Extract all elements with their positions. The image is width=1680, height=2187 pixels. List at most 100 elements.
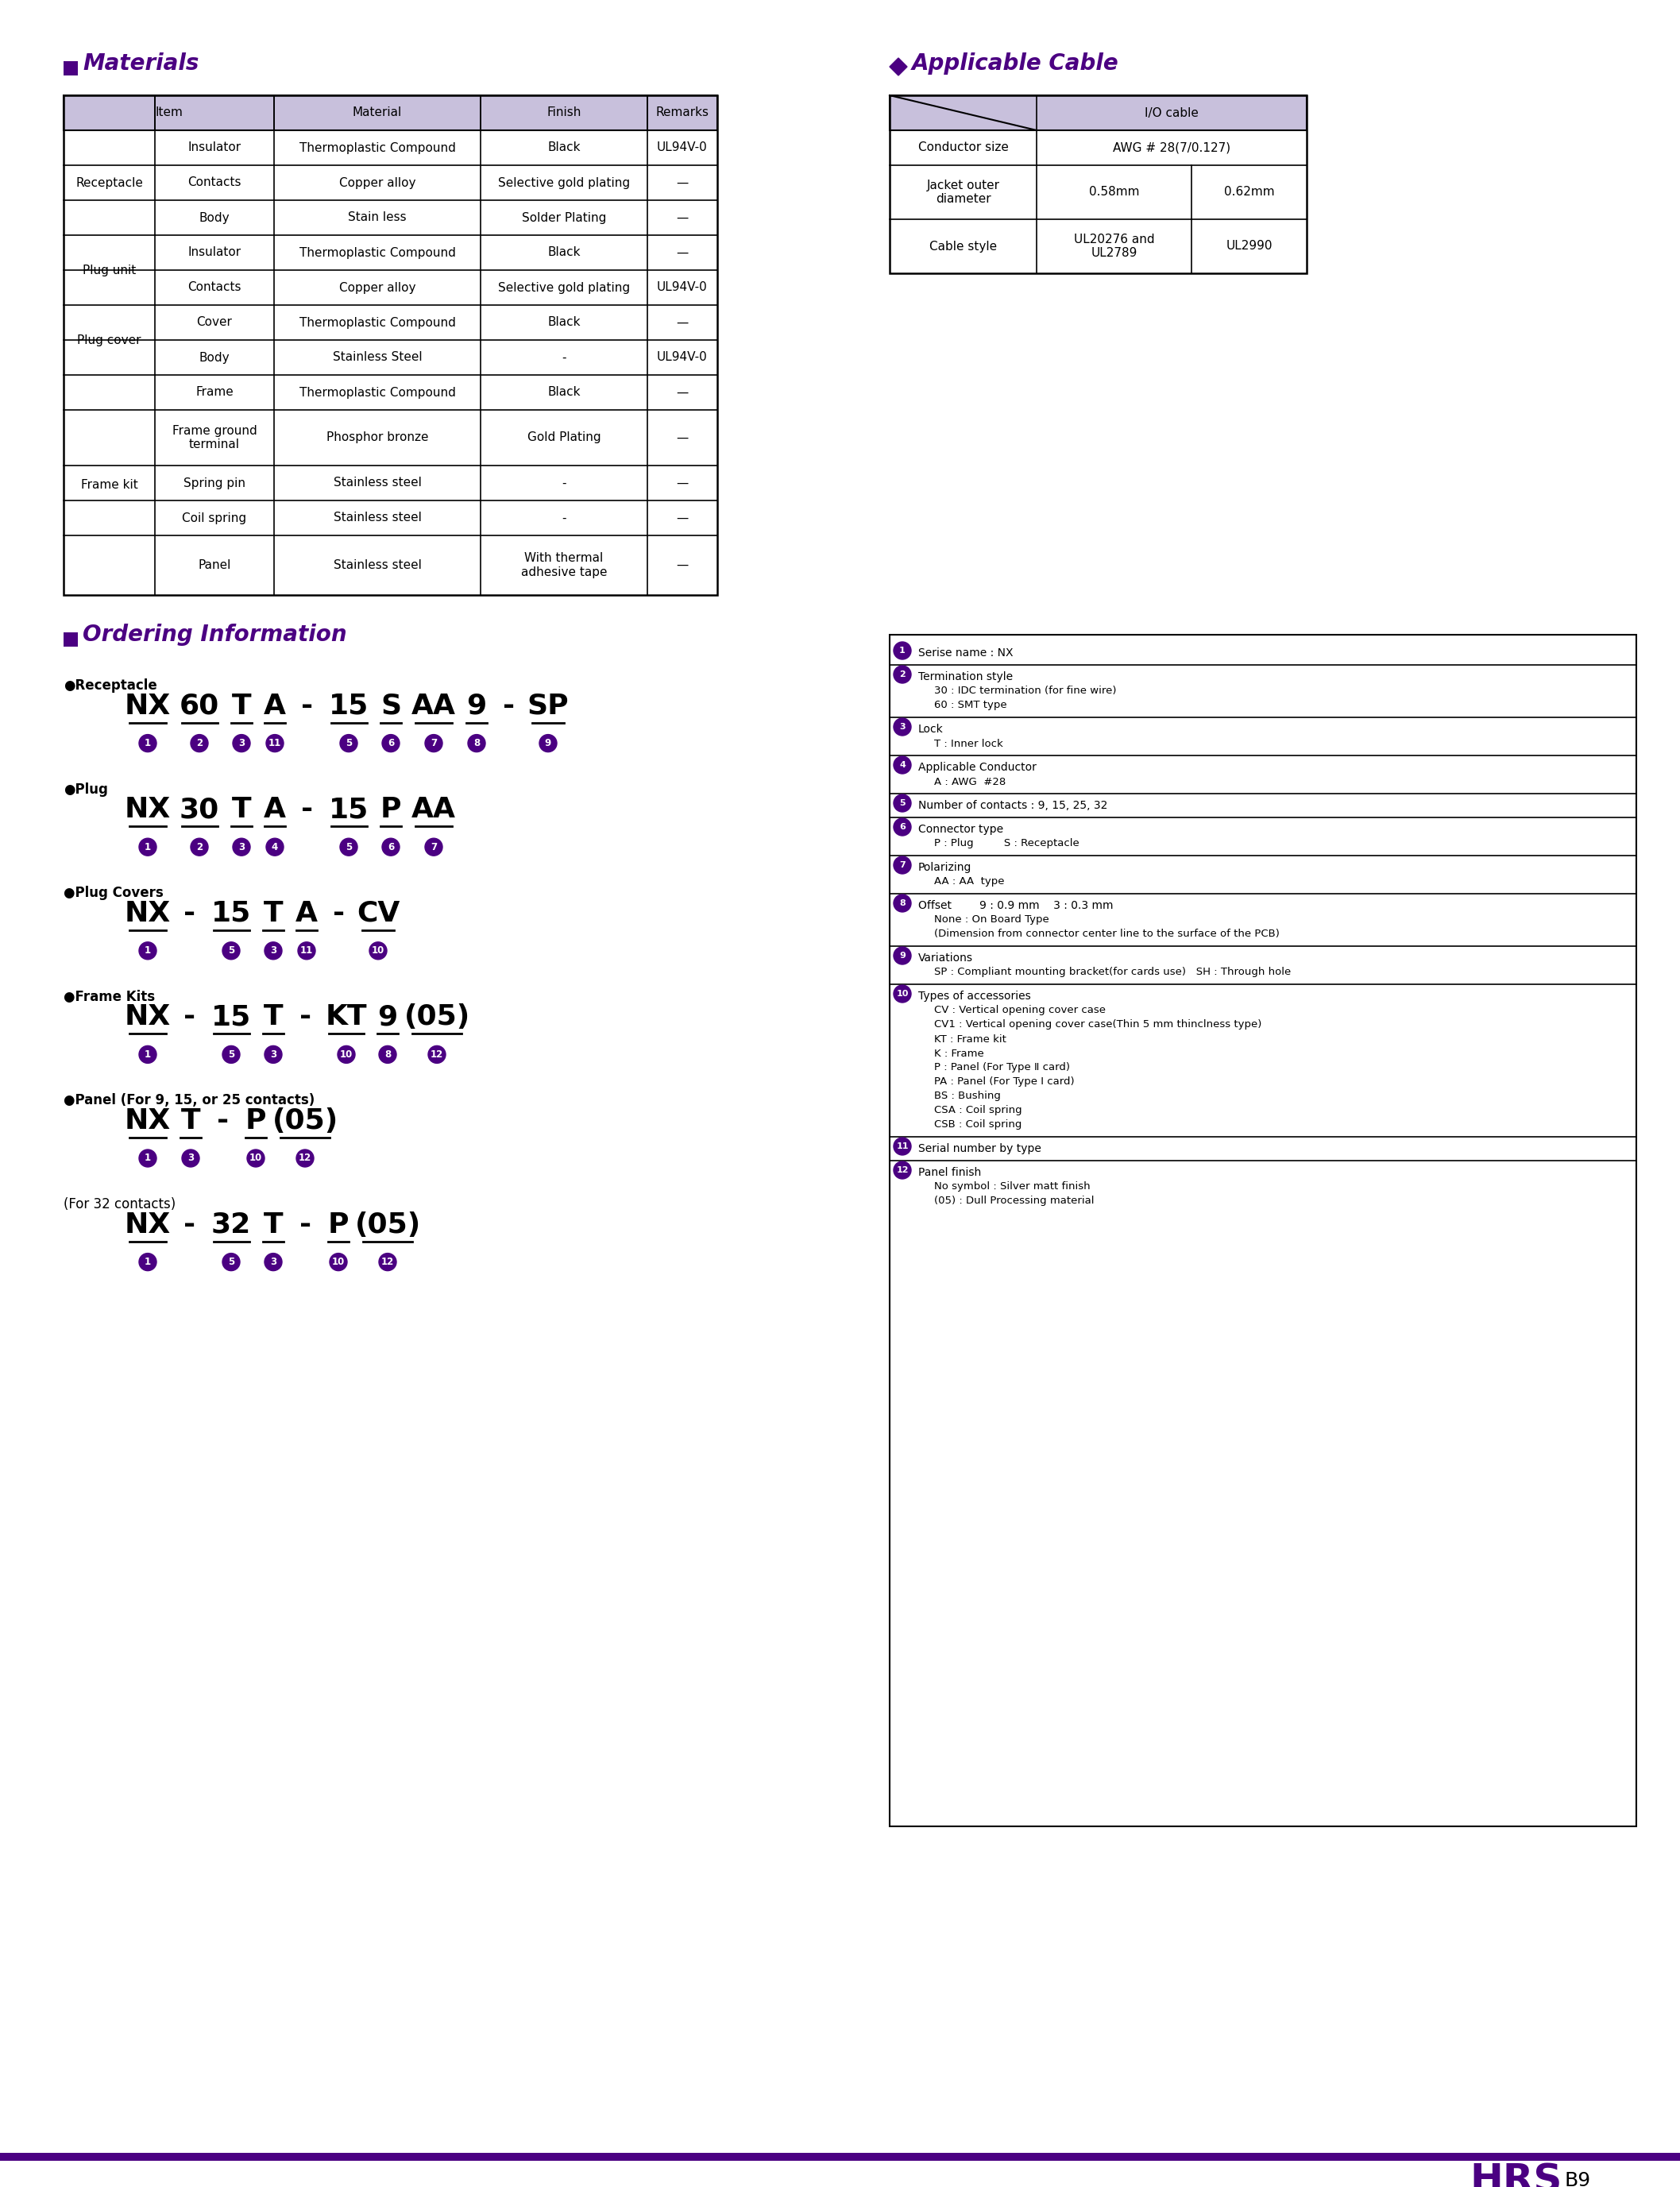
Text: ●Plug Covers: ●Plug Covers <box>64 886 163 901</box>
Text: No symbol : Silver matt finish: No symbol : Silver matt finish <box>934 1181 1090 1192</box>
Text: AA: AA <box>412 796 455 822</box>
Text: 9: 9 <box>378 1004 398 1030</box>
Circle shape <box>894 794 911 811</box>
Text: 5: 5 <box>346 842 353 853</box>
Text: T: T <box>264 1212 282 1238</box>
Text: KT : Frame kit: KT : Frame kit <box>934 1034 1006 1043</box>
Text: UL94V-0: UL94V-0 <box>657 352 707 363</box>
Bar <box>64 632 77 647</box>
Text: 1: 1 <box>144 1258 151 1266</box>
Text: Plug unit: Plug unit <box>82 265 136 276</box>
Text: 60: 60 <box>180 693 220 720</box>
Text: (05): (05) <box>272 1107 338 1135</box>
Text: —: — <box>677 431 689 444</box>
Text: A: A <box>264 693 286 720</box>
Text: Jacket outer
diameter: Jacket outer diameter <box>927 179 1000 206</box>
Text: 15: 15 <box>329 693 368 720</box>
Text: T : Inner lock: T : Inner lock <box>934 739 1003 748</box>
Text: Selective gold plating: Selective gold plating <box>497 282 630 293</box>
Text: A: A <box>264 796 286 822</box>
Bar <box>890 96 1307 273</box>
Text: Thermoplastic Compound: Thermoplastic Compound <box>299 387 455 398</box>
Text: 12: 12 <box>895 1166 909 1174</box>
Text: I/O cable: I/O cable <box>1144 107 1198 118</box>
Text: Applicable Cable: Applicable Cable <box>912 52 1119 74</box>
Text: 0.58mm: 0.58mm <box>1089 186 1139 199</box>
Text: BS : Bushing: BS : Bushing <box>934 1091 1001 1102</box>
Text: —: — <box>677 477 689 490</box>
Text: 7: 7 <box>430 737 437 748</box>
Circle shape <box>539 735 556 752</box>
Text: -: - <box>183 899 197 927</box>
Text: NX: NX <box>124 1004 171 1030</box>
Text: Contacts: Contacts <box>188 282 242 293</box>
Circle shape <box>265 838 284 855</box>
Text: A : AWG  #28: A : AWG #28 <box>934 776 1006 787</box>
Text: (05) : Dull Processing material: (05) : Dull Processing material <box>934 1196 1094 1207</box>
Text: 30 : IDC termination (for fine wire): 30 : IDC termination (for fine wire) <box>934 687 1117 695</box>
Circle shape <box>894 818 911 835</box>
Text: 12: 12 <box>381 1258 395 1266</box>
Text: Conductor size: Conductor size <box>917 142 1008 153</box>
Text: 1: 1 <box>144 1050 151 1061</box>
Text: 8: 8 <box>385 1050 391 1061</box>
Text: 3: 3 <box>239 737 245 748</box>
Bar <box>64 96 717 131</box>
Text: Termination style: Termination style <box>919 671 1013 682</box>
Text: SP : Compliant mounting bracket(for cards use)   SH : Through hole: SP : Compliant mounting bracket(for card… <box>934 967 1290 978</box>
Text: —: — <box>677 317 689 328</box>
Text: 6: 6 <box>388 737 395 748</box>
Text: —: — <box>677 247 689 258</box>
Text: 10: 10 <box>895 991 909 997</box>
Circle shape <box>222 943 240 960</box>
Circle shape <box>190 838 208 855</box>
Circle shape <box>338 1045 354 1063</box>
Text: 2: 2 <box>197 842 203 853</box>
Text: None : On Board Type: None : On Board Type <box>934 914 1048 925</box>
Circle shape <box>234 838 250 855</box>
Circle shape <box>428 1045 445 1063</box>
Text: Panel: Panel <box>198 560 230 571</box>
Text: T: T <box>181 1107 200 1135</box>
Text: Finish: Finish <box>546 107 581 118</box>
Circle shape <box>222 1045 240 1063</box>
Text: Solder Plating: Solder Plating <box>522 212 606 223</box>
Text: ●Plug: ●Plug <box>64 783 108 796</box>
Text: UL94V-0: UL94V-0 <box>657 142 707 153</box>
Text: 3: 3 <box>899 724 906 730</box>
Text: 60 : SMT type: 60 : SMT type <box>934 700 1006 711</box>
Text: Receptacle: Receptacle <box>76 177 143 188</box>
Text: Thermoplastic Compound: Thermoplastic Compound <box>299 317 455 328</box>
Text: NX: NX <box>124 1107 171 1135</box>
Text: Material: Material <box>353 107 402 118</box>
Text: Spring pin: Spring pin <box>183 477 245 490</box>
Text: -: - <box>502 693 516 720</box>
Text: 4: 4 <box>899 761 906 770</box>
Text: Black: Black <box>548 247 581 258</box>
Text: 8: 8 <box>474 737 480 748</box>
Text: HRS: HRS <box>1470 2161 1562 2187</box>
Text: 1: 1 <box>144 1153 151 1163</box>
Text: T: T <box>264 1004 282 1030</box>
Circle shape <box>894 894 911 912</box>
Text: (05): (05) <box>403 1004 470 1030</box>
Text: 11: 11 <box>895 1142 909 1150</box>
Text: AA : AA  type: AA : AA type <box>934 877 1005 888</box>
Text: AA: AA <box>412 693 455 720</box>
Circle shape <box>139 735 156 752</box>
Text: Black: Black <box>548 317 581 328</box>
Text: T: T <box>264 899 282 927</box>
Text: Ordering Information: Ordering Information <box>82 623 346 645</box>
Text: Body: Body <box>200 352 230 363</box>
Circle shape <box>264 1253 282 1271</box>
Text: With thermal
adhesive tape: With thermal adhesive tape <box>521 553 606 577</box>
Text: T: T <box>232 796 252 822</box>
Text: —: — <box>677 512 689 525</box>
Text: 3: 3 <box>270 1258 277 1266</box>
Circle shape <box>894 641 911 658</box>
Text: -: - <box>561 352 566 363</box>
Text: ●Panel (For 9, 15, or 25 contacts): ●Panel (For 9, 15, or 25 contacts) <box>64 1094 314 1109</box>
Text: 9: 9 <box>544 737 551 748</box>
Text: -: - <box>217 1107 228 1135</box>
Circle shape <box>339 735 358 752</box>
